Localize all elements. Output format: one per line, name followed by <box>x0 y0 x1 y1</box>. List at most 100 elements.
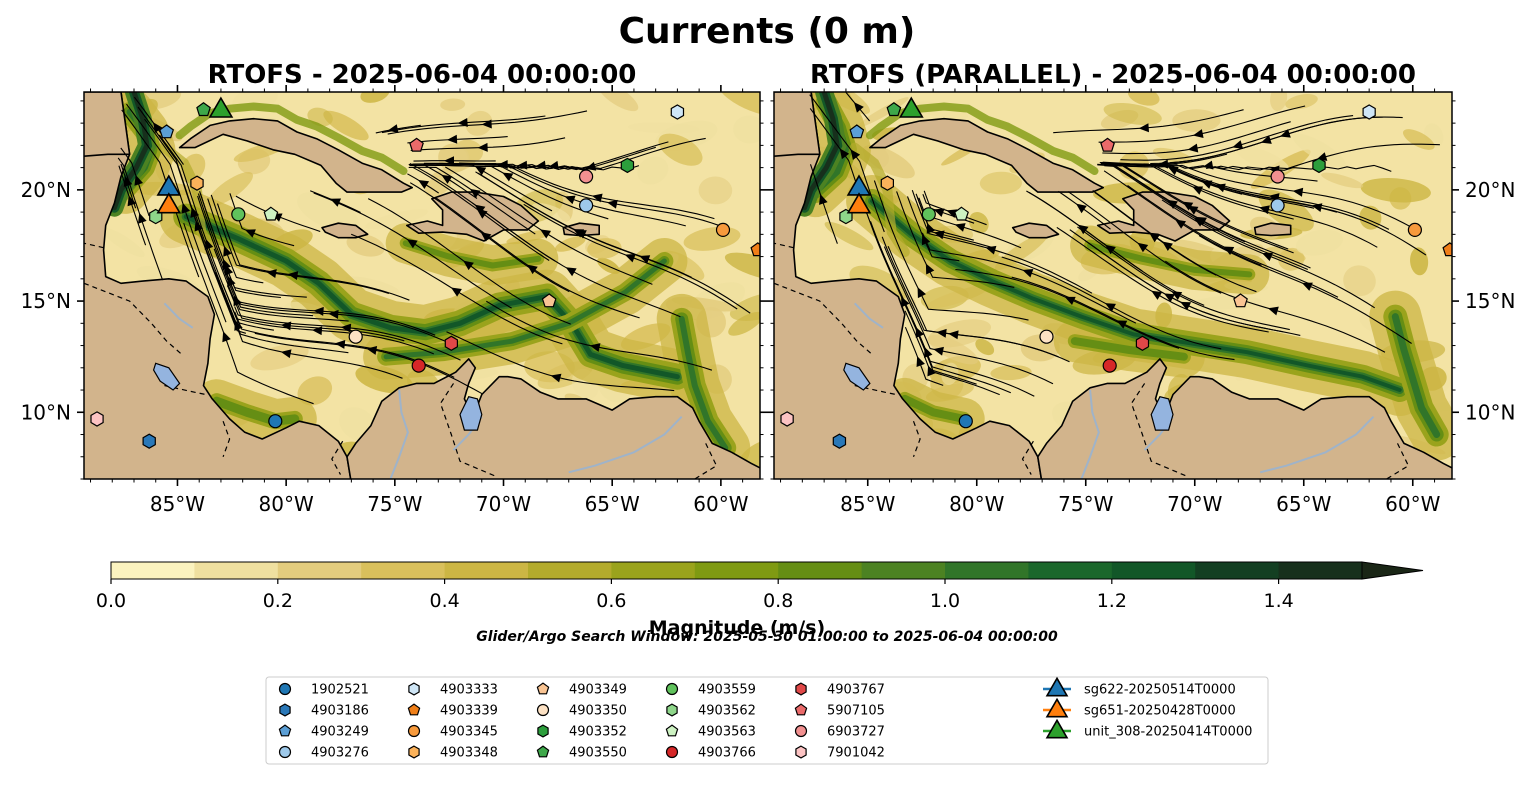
legend-marker-pentagon-icon <box>278 724 292 737</box>
streamline-arrow <box>1259 205 1270 215</box>
legend-marker-pentagon-icon <box>536 682 550 695</box>
streamline-arrow <box>181 202 191 214</box>
y-tick-label: 15°N <box>21 289 71 313</box>
colorbar-tick-label: 1.4 <box>1263 590 1293 612</box>
panel-title-rtofs: RTOFS - 2025-06-04 00:00:00 <box>208 60 637 90</box>
streamline-arrow <box>946 209 958 218</box>
colorbar-level <box>945 562 1029 579</box>
legend-marker-hexagon-icon <box>537 724 549 738</box>
obs-marker-1902521 <box>268 414 283 429</box>
streamline-arrow <box>853 102 864 113</box>
current-jet <box>1391 313 1441 438</box>
country-border <box>1130 383 1189 478</box>
colorbar-tick-label: 0.6 <box>596 590 626 612</box>
legend-label: sg651-20250428T0000 <box>1084 704 1236 719</box>
legend-item: 5907105 <box>794 703 885 719</box>
streamline <box>1098 105 1306 143</box>
legend-marker-hexagon-icon <box>279 703 291 717</box>
legend-item: 4903249 <box>278 724 369 740</box>
streamline-arrow <box>591 193 603 203</box>
streamline-arrow <box>916 356 925 368</box>
streamline-arrow <box>194 220 204 232</box>
legend-label: 4903249 <box>311 725 369 740</box>
speed-texture <box>1235 145 1290 173</box>
streamline <box>197 195 349 322</box>
country-border <box>84 242 104 249</box>
land-puerto-rico <box>1253 222 1292 237</box>
speed-texture <box>990 365 1032 381</box>
speed-texture <box>1285 94 1318 110</box>
streamline-arrow <box>915 327 925 338</box>
colorbar-tick-label: 1.0 <box>930 590 960 612</box>
speed-texture <box>424 174 452 197</box>
obs-marker-7901042 <box>780 411 794 427</box>
map-panel-rtofs: RTOFS - 2025-06-04 00:00:00 85°W 80°W 75°W… <box>21 60 767 516</box>
y-tick-label: 15°N <box>1465 289 1515 313</box>
land-masses <box>84 92 760 479</box>
streamline <box>1097 163 1289 250</box>
streamline-arrow <box>387 124 399 134</box>
streamline <box>809 94 885 233</box>
streamline-arrow <box>1138 123 1150 133</box>
speed-texture <box>345 276 400 294</box>
legend-label: 4903276 <box>311 746 369 761</box>
streamline-arrow <box>933 208 945 217</box>
legend-item: unit_308-20250414T0000 <box>1043 718 1252 740</box>
obs-marker-4903339 <box>1442 242 1452 257</box>
legend: 1902521 4903186 4903249 4903276 4903333 49033… <box>265 676 1269 765</box>
colorbar-level <box>111 562 195 579</box>
legend-label: 4903333 <box>440 683 498 698</box>
country-border <box>774 282 873 355</box>
legend-marker-pentagon-icon <box>794 703 808 716</box>
streamline-arrow <box>138 212 147 224</box>
legend-item: 4903550 <box>536 745 627 761</box>
obs-marker-4903348 <box>880 175 895 191</box>
map-panel-rtofs-parallel: RTOFS (PARALLEL) - 2025-06-04 00:00:00 8… <box>767 60 1515 516</box>
legend-item: 4903350 <box>536 704 627 719</box>
obs-marker-6903727 <box>1270 169 1285 184</box>
obs-marker-4903352 <box>620 157 635 174</box>
streamline-arrow <box>839 148 850 160</box>
streamline-arrow <box>927 365 936 377</box>
obs-marker-5907105 <box>1100 137 1115 152</box>
obs-marker-4903333 <box>670 104 685 120</box>
obs-marker-4903350 <box>1039 329 1054 344</box>
obs-marker-5907105 <box>409 137 424 152</box>
streamline-arrow <box>1182 201 1194 211</box>
speed-texture <box>554 236 586 252</box>
current-jet <box>900 394 968 423</box>
current-jet <box>212 396 300 426</box>
glider-marker-sg651-20250428T0000 <box>846 192 872 214</box>
country-border <box>331 440 344 475</box>
speed-texture <box>733 115 760 144</box>
streamline-arrow <box>517 160 528 170</box>
speed-texture <box>346 233 385 257</box>
land-jamaica <box>1011 222 1060 239</box>
speed-texture <box>1296 229 1343 256</box>
current-jet <box>183 214 680 380</box>
river <box>568 416 683 474</box>
streamline-arrow <box>526 264 538 275</box>
legend-glider-icon <box>1045 718 1069 739</box>
observation-markers <box>780 96 1452 449</box>
streamline <box>210 194 390 295</box>
speed-texture <box>718 92 760 116</box>
streamlines <box>117 96 751 405</box>
streamline-arrow <box>819 193 828 205</box>
streamline-arrow <box>340 323 352 333</box>
lake-maracaibo <box>1150 395 1174 431</box>
map-ticks: 85°W 80°W 75°W 70°W 65°W 60°W 10°N 15°N 20°N <box>21 85 767 516</box>
speed-texture <box>968 212 989 234</box>
streamline-arrow <box>475 166 487 176</box>
streamline-arrow <box>954 223 966 232</box>
map-frame <box>773 91 1453 480</box>
legend-label: 1902521 <box>311 683 369 698</box>
legend-label: 4903766 <box>698 746 756 761</box>
glider-marker-sg651-20250428T0000 <box>156 192 182 214</box>
streamline <box>1103 163 1294 254</box>
obs-marker-4903345 <box>1407 222 1423 237</box>
speed-texture <box>1127 92 1160 106</box>
x-tick-label: 60°W <box>1385 492 1440 516</box>
colorbar-level <box>694 562 779 579</box>
legend-marker-hexagon-icon <box>666 703 678 717</box>
